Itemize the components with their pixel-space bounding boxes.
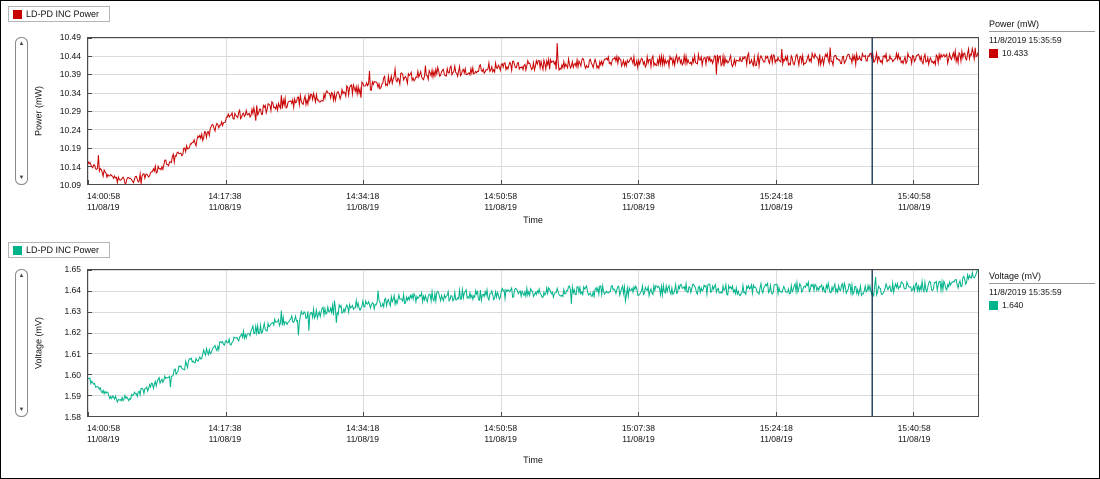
power-series-legend-label: LD-PD INC Power bbox=[26, 9, 100, 19]
y-tick-label: 1.61 bbox=[64, 348, 81, 359]
power-x-axis-title: Time bbox=[523, 215, 543, 225]
x-tick-date: 11/08/19 bbox=[87, 433, 120, 444]
x-tick-time: 14:17:38 bbox=[208, 423, 242, 433]
x-tick-time: 14:17:38 bbox=[208, 191, 242, 201]
y-tick-label: 10.44 bbox=[59, 50, 81, 61]
y-tick-label: 10.49 bbox=[59, 32, 81, 42]
voltage-cursor-value-row: 1.640 bbox=[989, 300, 1095, 310]
x-tick-date: 11/08/19 bbox=[87, 201, 120, 212]
scroll-up-icon[interactable]: ▲ bbox=[18, 273, 25, 279]
x-tick-date: 11/08/19 bbox=[346, 201, 379, 212]
power-cursor-timestamp: 11/8/2019 15:35:59 bbox=[989, 35, 1062, 45]
x-tick-time: 15:07:38 bbox=[621, 423, 655, 433]
x-tick-date: 11/08/19 bbox=[484, 433, 517, 444]
power-y-tick-labels: 10.49 10.44 10.39 10.34 10.29 10.24 10.19 10.14… bbox=[47, 32, 83, 190]
voltage-series-legend[interactable]: LD-PD INC Power bbox=[8, 242, 111, 258]
x-tick-label: 14:17:38 11/08/19 bbox=[208, 423, 241, 444]
voltage-cursor-swatch-icon bbox=[989, 300, 998, 310]
y-tick-label: 10.24 bbox=[59, 124, 81, 135]
x-tick-date: 11/08/19 bbox=[208, 201, 242, 212]
y-tick-label: 1.64 bbox=[64, 285, 81, 296]
x-tick-time: 14:34:18 bbox=[346, 423, 380, 433]
x-tick-label: 14:00:58 11/08/19 bbox=[87, 423, 120, 444]
voltage-cursor-timestamp: 11/8/2019 15:35:59 bbox=[989, 287, 1062, 297]
y-tick-label: 10.19 bbox=[59, 143, 81, 153]
x-tick-date: 11/08/19 bbox=[622, 433, 655, 444]
y-tick-label: 10.39 bbox=[59, 69, 81, 79]
x-tick-time: 15:24:18 bbox=[759, 423, 793, 433]
x-tick-label: 14:00:58 11/08/19 bbox=[87, 191, 120, 212]
x-tick-label: 14:34:18 11/08/19 bbox=[346, 423, 379, 444]
power-y-axis-title: Power (mW) bbox=[33, 86, 44, 136]
y-tick-label: 1.59 bbox=[64, 390, 81, 401]
power-cursor-value-row: 10.433 bbox=[989, 48, 1095, 58]
x-tick-label: 15:40:58 11/08/19 bbox=[898, 191, 931, 212]
voltage-y-axis-title: Voltage (mV) bbox=[33, 316, 44, 370]
scroll-down-icon[interactable]: ▼ bbox=[18, 407, 25, 413]
x-tick-label: 14:34:18 11/08/19 bbox=[346, 191, 379, 212]
power-chart-panel: LD-PD INC Power ▲ ▼ Power (mW) 10.49 10.4… bbox=[1, 1, 1099, 233]
voltage-x-axis-title: Time bbox=[523, 455, 543, 465]
power-cursor-swatch-icon bbox=[989, 48, 998, 58]
x-tick-date: 11/08/19 bbox=[897, 201, 931, 212]
x-tick-label: 14:50:58 11/08/19 bbox=[484, 191, 517, 212]
y-tick-label: 1.58 bbox=[64, 412, 81, 422]
x-tick-time: 14:00:58 bbox=[87, 191, 121, 201]
x-tick-label: 15:07:38 11/08/19 bbox=[622, 423, 655, 444]
x-tick-date: 11/08/19 bbox=[346, 433, 379, 444]
y-tick-label: 1.63 bbox=[64, 306, 81, 317]
power-cursor-legend: Power (mW) 11/8/2019 15:35:59 10.433 bbox=[989, 19, 1095, 58]
power-plot-area[interactable] bbox=[87, 37, 979, 185]
x-tick-date: 11/08/19 bbox=[897, 433, 931, 444]
x-tick-label: 15:40:58 11/08/19 bbox=[898, 423, 931, 444]
voltage-cursor-value: 1.640 bbox=[1002, 300, 1024, 310]
x-tick-date: 11/08/19 bbox=[622, 201, 655, 212]
voltage-x-tick-labels: 14:00:58 11/08/19 14:17:38 11/08/19 14:34:18… bbox=[87, 423, 979, 445]
x-tick-label: 14:50:58 11/08/19 bbox=[484, 423, 517, 444]
y-tick-label: 1.62 bbox=[64, 327, 81, 338]
power-cursor-legend-title: Power (mW) bbox=[989, 19, 1095, 32]
x-tick-time: 15:24:18 bbox=[759, 191, 793, 201]
voltage-series-swatch-icon bbox=[13, 245, 22, 255]
y-tick-label: 10.34 bbox=[59, 87, 81, 98]
x-tick-label: 15:07:38 11/08/19 bbox=[622, 191, 655, 212]
power-x-tick-labels: 14:00:58 11/08/19 14:17:38 11/08/19 14:34:18… bbox=[87, 191, 979, 213]
voltage-y-tick-labels: 1.65 1.64 1.63 1.62 1.61 1.60 1.59 1.58 bbox=[47, 264, 83, 422]
y-tick-label: 1.60 bbox=[64, 369, 81, 380]
x-tick-date: 11/08/19 bbox=[760, 201, 793, 212]
x-tick-date: 11/08/19 bbox=[760, 433, 793, 444]
x-tick-time: 14:50:58 bbox=[484, 191, 518, 201]
voltage-plot-area[interactable] bbox=[87, 269, 979, 417]
x-tick-time: 14:50:58 bbox=[484, 423, 518, 433]
x-tick-label: 15:24:18 11/08/19 bbox=[760, 423, 793, 444]
voltage-series-legend-label: LD-PD INC Power bbox=[26, 245, 100, 255]
scroll-up-icon[interactable]: ▲ bbox=[18, 41, 25, 47]
power-y-scrollbar[interactable]: ▲ ▼ bbox=[15, 37, 28, 185]
y-tick-label: 10.09 bbox=[59, 180, 81, 190]
x-tick-label: 15:24:18 11/08/19 bbox=[760, 191, 793, 212]
voltage-chart-panel: LD-PD INC Power ▲ ▼ Voltage (mV) 1.65 1.6… bbox=[1, 233, 1099, 478]
x-tick-time: 15:07:38 bbox=[621, 191, 655, 201]
x-tick-date: 11/08/19 bbox=[484, 201, 517, 212]
y-tick-label: 1.65 bbox=[64, 264, 81, 274]
voltage-cursor-legend: Voltage (mV) 11/8/2019 15:35:59 1.640 bbox=[989, 271, 1095, 310]
voltage-plot-canvas[interactable] bbox=[87, 269, 979, 417]
power-cursor-value: 10.433 bbox=[1002, 48, 1028, 58]
x-tick-date: 11/08/19 bbox=[208, 433, 242, 444]
y-tick-label: 10.29 bbox=[59, 106, 81, 116]
power-series-legend[interactable]: LD-PD INC Power bbox=[8, 6, 111, 22]
x-tick-time: 14:00:58 bbox=[87, 423, 121, 433]
x-tick-label: 14:17:38 11/08/19 bbox=[208, 191, 241, 212]
voltage-y-scrollbar[interactable]: ▲ ▼ bbox=[15, 269, 28, 417]
x-tick-time: 14:34:18 bbox=[346, 191, 380, 201]
scroll-down-icon[interactable]: ▼ bbox=[18, 175, 25, 181]
x-tick-time: 15:40:58 bbox=[897, 191, 931, 201]
power-plot-canvas[interactable] bbox=[87, 37, 979, 185]
power-series-swatch-icon bbox=[13, 9, 22, 19]
y-tick-label: 10.14 bbox=[59, 161, 81, 172]
voltage-cursor-legend-title: Voltage (mV) bbox=[989, 271, 1095, 284]
x-tick-time: 15:40:58 bbox=[897, 423, 931, 433]
